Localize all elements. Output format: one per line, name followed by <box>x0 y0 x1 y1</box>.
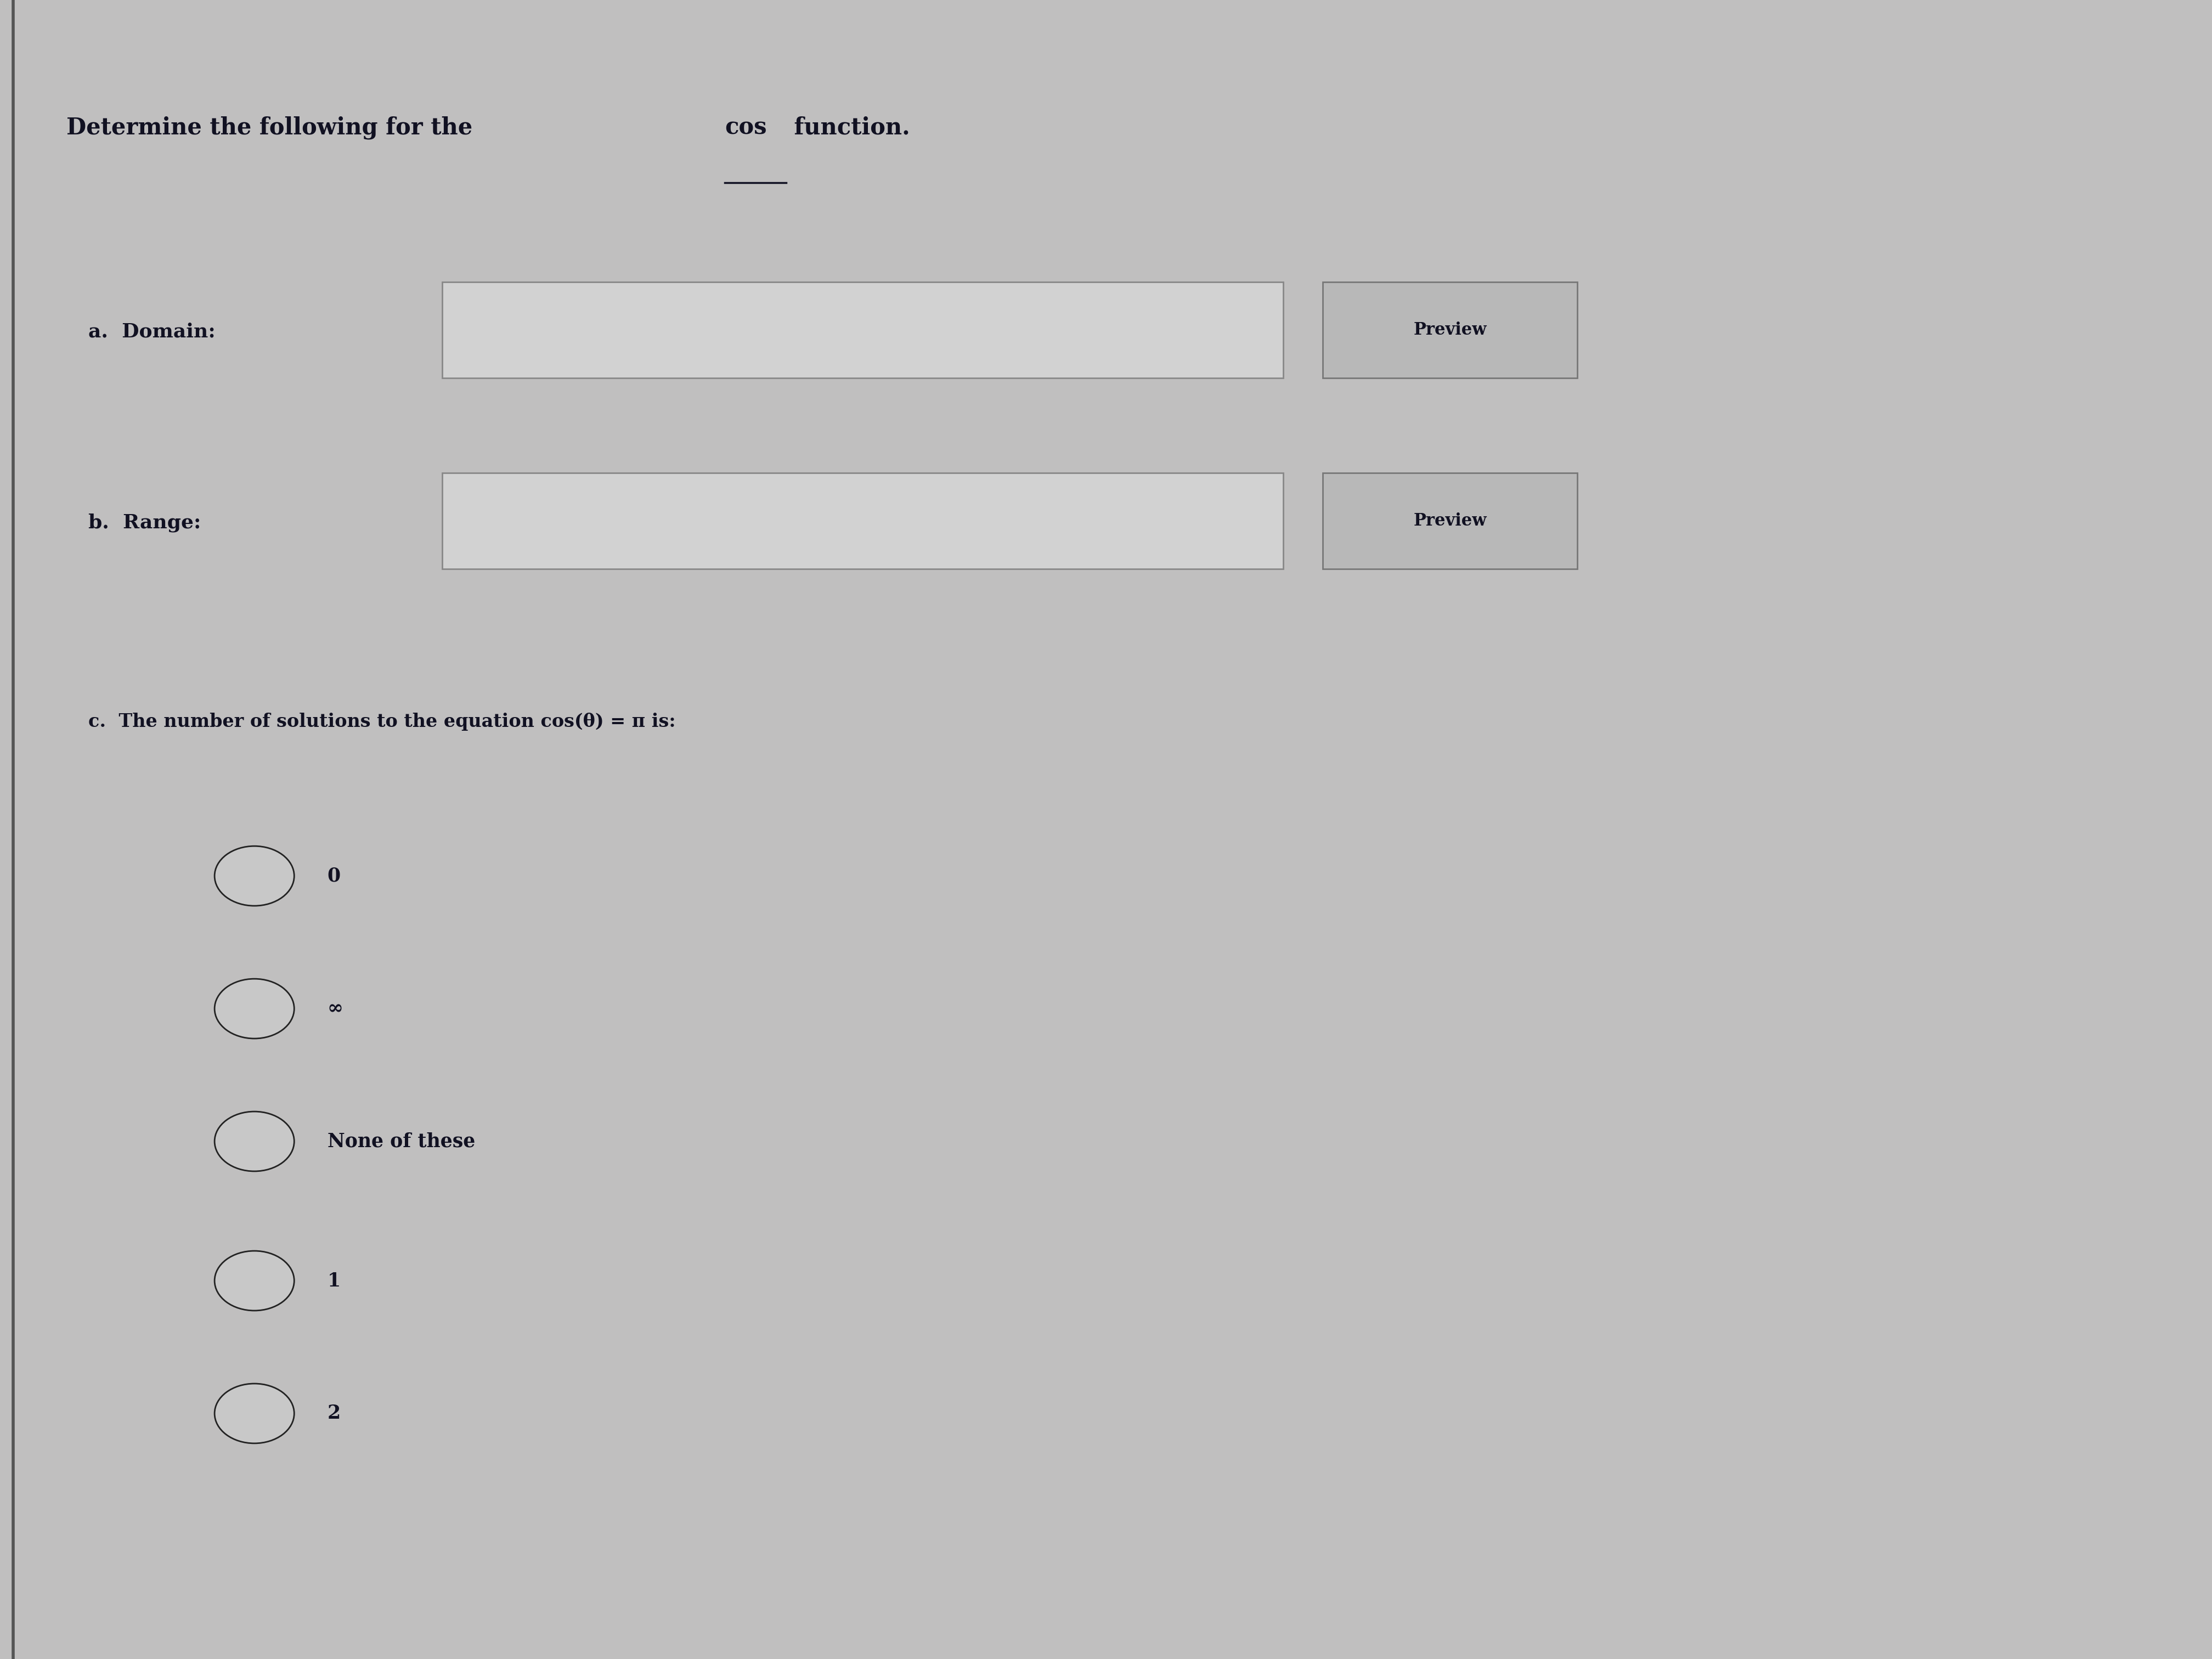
Text: Preview: Preview <box>1413 513 1486 529</box>
Circle shape <box>215 1251 294 1311</box>
Circle shape <box>215 979 294 1039</box>
Text: None of these: None of these <box>327 1131 476 1151</box>
Text: 2: 2 <box>327 1404 341 1423</box>
Text: cos: cos <box>726 116 768 139</box>
FancyBboxPatch shape <box>442 282 1283 378</box>
Circle shape <box>215 846 294 906</box>
Text: 0: 0 <box>327 866 341 886</box>
Text: Preview: Preview <box>1413 322 1486 338</box>
Text: b.  Range:: b. Range: <box>88 513 201 533</box>
FancyBboxPatch shape <box>1323 473 1577 569</box>
Text: function.: function. <box>787 116 909 139</box>
Text: c.  The number of solutions to the equation cos(θ) = π is:: c. The number of solutions to the equati… <box>88 713 677 730</box>
Text: Determine the following for the: Determine the following for the <box>66 116 480 139</box>
Text: 1: 1 <box>327 1271 341 1291</box>
Circle shape <box>215 1112 294 1171</box>
FancyBboxPatch shape <box>1323 282 1577 378</box>
Text: a.  Domain:: a. Domain: <box>88 322 215 342</box>
Text: ∞: ∞ <box>327 999 343 1019</box>
FancyBboxPatch shape <box>442 473 1283 569</box>
Circle shape <box>215 1384 294 1443</box>
